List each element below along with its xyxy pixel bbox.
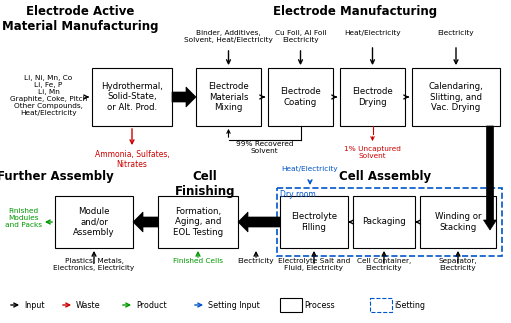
Text: Finished Cells: Finished Cells [173, 258, 223, 264]
Text: Binder, Additives,
Solvent, Heat/Electricity: Binder, Additives, Solvent, Heat/Electri… [184, 30, 273, 43]
Text: Calendaring,
Slitting, and
Vac. Drying: Calendaring, Slitting, and Vac. Drying [429, 82, 483, 112]
Bar [412, 68, 500, 126]
Text: Hydrothermal,
Solid-State,
or Alt. Prod.: Hydrothermal, Solid-State, or Alt. Prod. [101, 82, 163, 112]
Text: iSetting: iSetting [394, 300, 425, 309]
Polygon shape [238, 212, 280, 232]
Bar [340, 68, 405, 126]
Bar [280, 196, 348, 248]
Text: Finished
Modules
and Packs: Finished Modules and Packs [5, 208, 42, 228]
Text: 99% Recovered
Solvent: 99% Recovered Solvent [236, 141, 293, 154]
Text: Electrode Active
Material Manufacturing: Electrode Active Material Manufacturing [2, 5, 158, 33]
Bar [277, 188, 502, 256]
Text: Electrode Manufacturing: Electrode Manufacturing [273, 5, 437, 18]
Bar [353, 196, 415, 248]
Polygon shape [483, 126, 497, 230]
Text: Cu Foil, Al Foil
Electricity: Cu Foil, Al Foil Electricity [275, 30, 327, 43]
Text: Cell
Finishing: Cell Finishing [175, 170, 235, 198]
Text: Further Assembly: Further Assembly [0, 170, 113, 183]
Text: Electrolyte
Filling: Electrolyte Filling [291, 212, 337, 232]
Text: Dry room: Dry room [280, 190, 316, 199]
Text: Input: Input [24, 300, 44, 309]
Bar [420, 196, 496, 248]
Text: Cell Assembly: Cell Assembly [339, 170, 431, 183]
Polygon shape [133, 212, 158, 232]
Text: Li, Ni, Mn, Co
Li, Fe, P
Li, Mn
Graphite, Coke, Pitch
Other Compounds,
Heat/Elec: Li, Ni, Mn, Co Li, Fe, P Li, Mn Graphite… [10, 75, 87, 116]
Bar [158, 196, 238, 248]
Text: Electricity: Electricity [238, 258, 274, 264]
Text: Electrode
Materials
Mixing: Electrode Materials Mixing [208, 82, 249, 112]
Bar [92, 68, 172, 126]
Text: 1% Uncaptured
Solvent: 1% Uncaptured Solvent [344, 146, 401, 159]
Text: Electricity: Electricity [438, 30, 474, 36]
Text: Ammonia, Sulfates,
Nitrates: Ammonia, Sulfates, Nitrates [95, 150, 169, 169]
Text: Heat/Electricity: Heat/Electricity [344, 30, 401, 36]
Text: Packaging: Packaging [362, 217, 406, 226]
Text: Plastics, Metals,
Electronics, Electricity: Plastics, Metals, Electronics, Electrici… [53, 258, 134, 271]
Text: Formation,
Aging, and
EOL Testing: Formation, Aging, and EOL Testing [173, 207, 223, 237]
Bar [268, 68, 333, 126]
Text: Heat/Electricity: Heat/Electricity [282, 166, 338, 172]
Bar [280, 298, 302, 312]
Text: Product: Product [136, 300, 167, 309]
Text: Module
and/or
Assembly: Module and/or Assembly [73, 207, 115, 237]
Text: Separator,
Electricity: Separator, Electricity [438, 258, 477, 271]
Text: Electrode
Drying: Electrode Drying [352, 87, 393, 107]
Text: Process: Process [304, 300, 335, 309]
Text: Waste: Waste [76, 300, 101, 309]
Text: Electrolyte Salt and
Fluid, Electricity: Electrolyte Salt and Fluid, Electricity [278, 258, 350, 271]
Bar [370, 298, 392, 312]
Text: Cell Container,
Electricity: Cell Container, Electricity [357, 258, 411, 271]
Bar [196, 68, 261, 126]
Polygon shape [172, 87, 196, 107]
Bar [55, 196, 133, 248]
Text: Setting Input: Setting Input [208, 300, 260, 309]
Text: Electrode
Coating: Electrode Coating [280, 87, 321, 107]
Text: Winding or
Stacking: Winding or Stacking [435, 212, 481, 232]
